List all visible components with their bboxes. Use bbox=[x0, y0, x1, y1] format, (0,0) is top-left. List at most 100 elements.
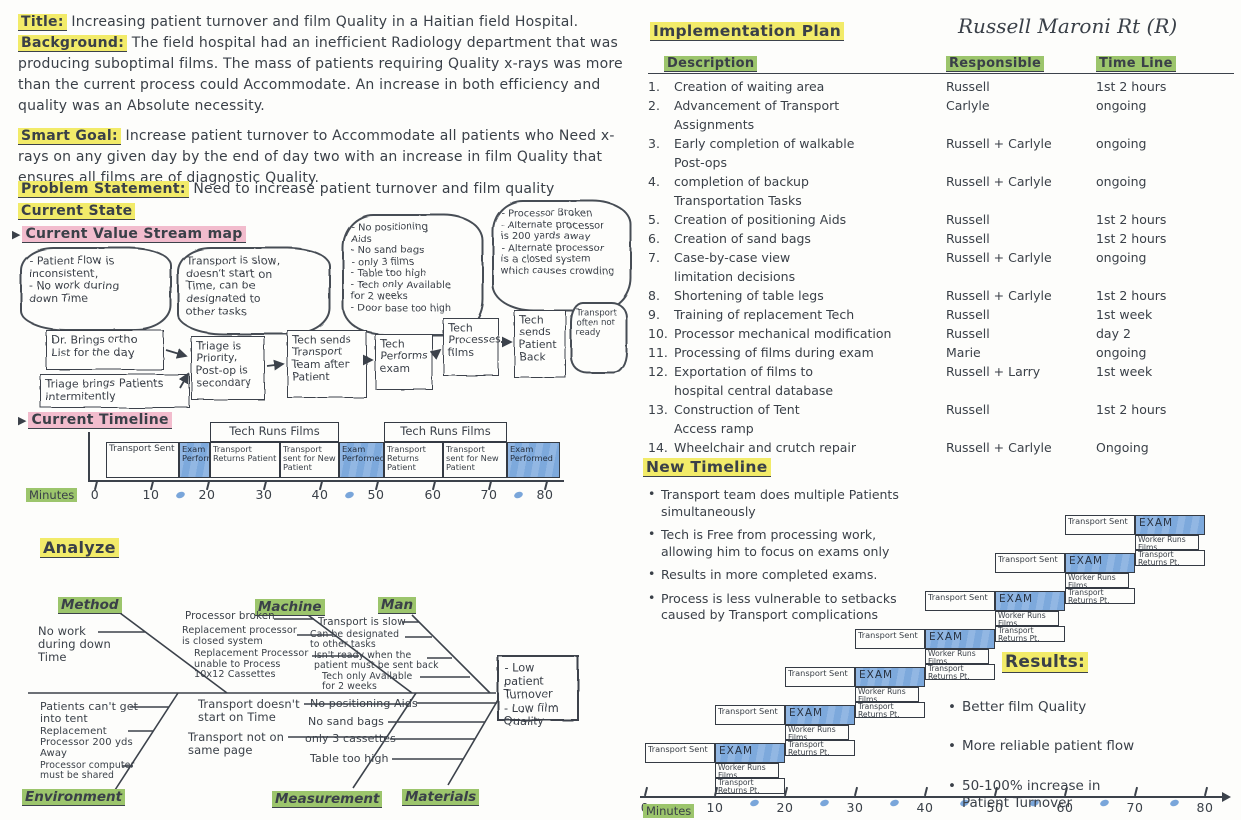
table-body: 1. Creation of waiting area Russell 1st 2 h… bbox=[648, 74, 1234, 457]
gantt-transport-returns: Transport Returns Pt. bbox=[1135, 550, 1205, 566]
row-number: 7. bbox=[648, 250, 660, 265]
vsm-box: Tech sends Transport Team after Patient bbox=[287, 330, 367, 398]
row-responsible: Russell + Carlyle bbox=[946, 440, 1052, 455]
smart-goal-section: Smart Goal: Increase patient turnover to… bbox=[18, 126, 632, 189]
fishbone-cause: Table too high bbox=[310, 752, 389, 765]
gantt-worker-runs-films: Worker Runs Films bbox=[1065, 573, 1129, 588]
table-row: 2. Advancement of Transport Assignments Ca… bbox=[648, 96, 1234, 134]
fishbone-cause: Replacement Processor 200 yds Away bbox=[40, 726, 133, 760]
timeline-segment: Transport Returns Patient bbox=[384, 442, 443, 478]
row-number: 8. bbox=[648, 288, 660, 303]
fishbone-cause: No work during down Time bbox=[38, 624, 111, 664]
category-materials: Materials bbox=[402, 789, 480, 806]
background-label: Background: bbox=[18, 35, 128, 52]
pen-dot bbox=[175, 490, 186, 500]
result-item: Better film Quality bbox=[948, 699, 1241, 716]
pointer-icon: ▶ bbox=[12, 228, 21, 241]
pen-dot bbox=[344, 490, 355, 500]
table-row: 5. Creation of positioning Aids Russell 1st… bbox=[648, 210, 1234, 229]
axis-tick-label: 10 bbox=[706, 800, 724, 815]
col-timeline: Time Line bbox=[1096, 56, 1176, 72]
category-man: Man bbox=[378, 597, 417, 614]
row-number: 5. bbox=[648, 212, 660, 227]
row-timeline: ongoing bbox=[1096, 98, 1147, 113]
smart-goal-label: Smart Goal: bbox=[18, 128, 121, 145]
result-item: 50-100% increase in Patient Turnover bbox=[948, 778, 1241, 812]
vsm-box: Dr. Brings ortho List for the day bbox=[46, 330, 164, 370]
gantt-exam: EXAM bbox=[1135, 515, 1205, 535]
note-item: Transport team does multiple Patients si… bbox=[648, 486, 902, 520]
gantt-worker-runs-films: Worker Runs Films bbox=[855, 687, 919, 702]
timeline-segment: Transport sent for New Patient bbox=[280, 442, 339, 478]
row-timeline: 1st week bbox=[1096, 364, 1153, 379]
axis-tick bbox=[923, 786, 929, 797]
axis-tick-label: 0 bbox=[90, 487, 100, 502]
brace-tech-runs-films: Tech Runs Films bbox=[210, 422, 339, 442]
timeline-axis bbox=[88, 480, 564, 482]
note-item: Results in more completed exams. bbox=[648, 566, 902, 584]
vsm-box: Triage is Priority, Post-op is secondary bbox=[191, 336, 265, 400]
gantt-worker-runs-films: Worker Runs Films bbox=[995, 611, 1059, 626]
axis-tick bbox=[853, 786, 859, 797]
row-number: 1. bbox=[648, 79, 660, 94]
axis-tick-label: 40 bbox=[311, 487, 329, 502]
row-responsible: Russell + Carlyle bbox=[946, 136, 1052, 151]
minutes-label: Minutes bbox=[26, 488, 78, 502]
row-number: 13. bbox=[648, 402, 668, 417]
current-timeline-heading: ▶ Current Timeline bbox=[18, 412, 172, 429]
row-number: 12. bbox=[648, 364, 668, 379]
row-description: Early completion of walkable Post-ops bbox=[674, 136, 855, 170]
smart-goal-text: Increase patient turnover to Accommodate… bbox=[18, 128, 615, 186]
row-number: 9. bbox=[648, 307, 660, 322]
category-measurement: Measurement bbox=[272, 791, 383, 808]
table-row: 3. Early completion of walkable Post-ops R… bbox=[648, 134, 1234, 172]
fishbone-effect-box: - Low patient Turnover - Low film Qualit… bbox=[497, 655, 579, 728]
row-timeline: 1st week bbox=[1096, 307, 1153, 322]
fishbone-cause: Processor broken bbox=[185, 610, 275, 622]
vsm-cloud: - Processor Broken - Alternate processor… bbox=[492, 200, 632, 312]
gantt-transport-returns: Transport Returns Pt. bbox=[855, 702, 925, 718]
gantt-exam: EXAM bbox=[925, 629, 995, 649]
table-row: 8. Shortening of table legs Russell + Carl… bbox=[648, 286, 1234, 305]
row-responsible: Russell bbox=[946, 402, 990, 417]
row-timeline: 1st 2 hours bbox=[1096, 402, 1167, 417]
row-description: Creation of waiting area bbox=[674, 79, 825, 94]
axis-tick-label: 80 bbox=[536, 487, 554, 502]
row-timeline: 1st 2 hours bbox=[1096, 288, 1167, 303]
implementation-table: Description Responsible Time Line 1. Crea… bbox=[648, 56, 1234, 457]
timeline-segment: Transport Returns Patient bbox=[210, 442, 280, 478]
row-description: Wheelchair and crutch repair bbox=[674, 440, 857, 455]
row-responsible: Russell + Larry bbox=[946, 364, 1041, 379]
row-description: Construction of Tent Access ramp bbox=[674, 402, 800, 436]
axis-tick-label: 30 bbox=[255, 487, 273, 502]
gantt-transport-returns: Transport Returns Pt. bbox=[715, 778, 785, 794]
row-responsible: Russell + Carlyle bbox=[946, 288, 1052, 303]
vsm-cloud: Transport often not ready bbox=[570, 302, 628, 374]
axis-tick-label: 20 bbox=[198, 487, 216, 502]
row-responsible: Marie bbox=[946, 345, 981, 360]
axis-tick-label: 50 bbox=[367, 487, 385, 502]
problem-statement-label: Problem Statement: bbox=[18, 181, 189, 198]
gantt-transport-sent: Transport Sent bbox=[1065, 515, 1135, 535]
gantt-transport-sent: Transport Sent bbox=[785, 667, 855, 687]
row-timeline: ongoing bbox=[1096, 250, 1147, 265]
row-number: 3. bbox=[648, 136, 660, 151]
row-responsible: Russell + Carlyle bbox=[946, 174, 1052, 189]
vsm-cloud: - No positioning Aids - No sand bags - o… bbox=[342, 214, 484, 336]
row-number: 11. bbox=[648, 345, 668, 360]
vsm-box: Tech Processes films bbox=[443, 318, 501, 376]
gantt-exam: EXAM bbox=[855, 667, 925, 687]
row-timeline: ongoing bbox=[1096, 345, 1147, 360]
table-row: 7. Case-by-case view limitation decisions… bbox=[648, 248, 1234, 286]
row-responsible: Russell bbox=[946, 326, 990, 341]
row-description: Exportation of films to hospital central… bbox=[674, 364, 834, 398]
gantt-transport-sent: Transport Sent bbox=[855, 629, 925, 649]
gantt-worker-runs-films: Worker Runs Films bbox=[785, 725, 849, 740]
gantt-worker-runs-films: Worker Runs Films bbox=[715, 763, 779, 778]
new-timeline-axis bbox=[640, 796, 1224, 798]
axis-tick-label: 10 bbox=[142, 487, 160, 502]
minutes-label: Minutes bbox=[643, 804, 695, 818]
vsm-cloud: - Patient Flow is inconsistent, - No wor… bbox=[20, 247, 172, 331]
fishbone-cause: Processor computer must be shared bbox=[40, 760, 135, 782]
timeline-segment: Transport Sent bbox=[106, 442, 179, 478]
